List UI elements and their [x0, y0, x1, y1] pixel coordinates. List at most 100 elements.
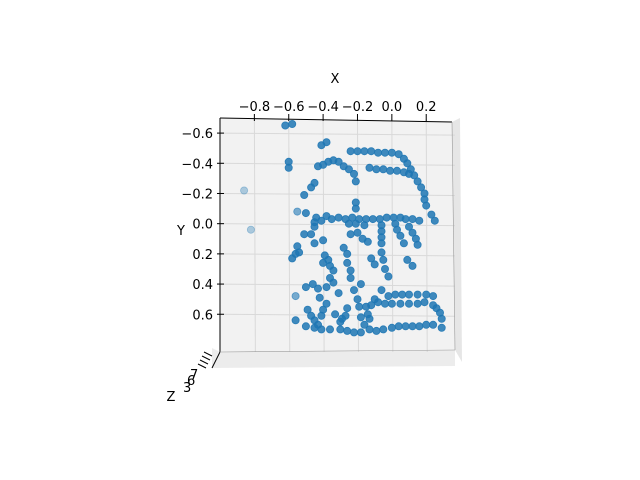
data-point: [319, 236, 328, 245]
y-tick-label: 0.4: [192, 278, 213, 293]
data-point: [417, 183, 426, 192]
data-point: [329, 278, 338, 287]
data-point: [437, 314, 446, 323]
data-point: [413, 240, 422, 249]
data-point: [301, 209, 310, 218]
data-point: [377, 286, 386, 295]
data-point: [246, 225, 255, 234]
data-point: [343, 304, 352, 313]
data-point: [293, 207, 302, 216]
data-point: [356, 328, 365, 337]
data-point: [351, 177, 360, 186]
data-point: [372, 326, 381, 335]
data-point: [377, 239, 386, 248]
data-point: [336, 325, 345, 334]
data-point: [360, 320, 369, 329]
x-tick-label: 0.2: [416, 100, 437, 115]
data-point: [337, 314, 346, 323]
data-point: [401, 215, 410, 224]
data-point: [391, 290, 400, 299]
z-tick-label: 6: [187, 374, 195, 389]
data-point: [346, 273, 355, 282]
data-point: [356, 313, 365, 322]
data-point: [301, 322, 310, 331]
data-point: [403, 255, 412, 264]
data-point: [322, 299, 331, 308]
data-point: [308, 280, 317, 289]
data-point: [356, 280, 365, 289]
data-point: [301, 283, 310, 292]
data-point: [387, 148, 396, 157]
data-point: [379, 165, 388, 174]
data-point: [349, 169, 358, 178]
data-point: [380, 299, 389, 308]
data-point: [319, 305, 328, 314]
data-point: [372, 165, 381, 174]
data-point: [396, 299, 405, 308]
y-grid-line: [219, 253, 456, 257]
bottom-edge-line: [219, 349, 456, 353]
x-tick-label: −0.2: [342, 100, 374, 115]
z-tick-mark: [203, 351, 213, 357]
data-point: [394, 322, 403, 331]
z-tick-mark: [197, 363, 207, 369]
data-point: [325, 325, 334, 334]
data-point: [430, 216, 439, 225]
data-point: [353, 228, 362, 237]
data-point: [349, 328, 358, 337]
data-point: [315, 293, 324, 302]
x-tick-label: −0.8: [239, 100, 271, 115]
data-point: [437, 323, 446, 332]
y-tick-label: −0.6: [181, 127, 213, 142]
z-tick-mark: [199, 359, 209, 365]
data-point: [339, 243, 348, 252]
data-point: [365, 163, 374, 172]
data-point: [422, 290, 431, 299]
y-tick-label: −0.2: [181, 187, 213, 202]
data-point: [401, 322, 410, 331]
data-point: [322, 138, 331, 147]
data-point: [291, 316, 300, 325]
data-point: [310, 178, 319, 187]
data-point: [346, 266, 355, 275]
y-grid-line: [219, 132, 456, 136]
data-point: [404, 290, 413, 299]
data-point: [329, 266, 338, 275]
data-point: [415, 216, 424, 225]
data-point: [408, 228, 417, 237]
data-point: [355, 302, 364, 311]
data-point: [303, 305, 312, 314]
data-point: [363, 237, 372, 246]
z-axis-label: Z: [167, 390, 176, 405]
data-point: [351, 219, 360, 228]
data-point: [343, 249, 352, 258]
data-point: [404, 169, 413, 178]
x-tick-label: −0.6: [273, 100, 305, 115]
floor-pane: [212, 348, 455, 368]
data-point: [291, 292, 300, 301]
data-point: [300, 190, 309, 199]
data-point: [382, 213, 391, 222]
y-tick-label: 0.2: [192, 248, 213, 263]
data-point: [403, 159, 412, 168]
data-point: [353, 295, 362, 304]
x-axis-label: X: [331, 72, 340, 87]
data-point: [343, 326, 352, 335]
data-point: [370, 260, 379, 269]
y-grid-line: [219, 283, 456, 287]
data-point: [394, 150, 403, 159]
data-point: [392, 225, 401, 234]
data-point: [368, 215, 377, 224]
y-grid-line: [219, 223, 456, 227]
data-point: [360, 147, 369, 156]
data-point: [384, 292, 393, 301]
right-edge-line: [451, 121, 456, 351]
data-point: [399, 239, 408, 248]
data-point: [344, 165, 353, 174]
data-point: [288, 120, 297, 129]
data-point: [365, 325, 374, 334]
z-tick-label: 3: [183, 381, 191, 396]
data-point: [374, 148, 383, 157]
data-point: [313, 284, 322, 293]
